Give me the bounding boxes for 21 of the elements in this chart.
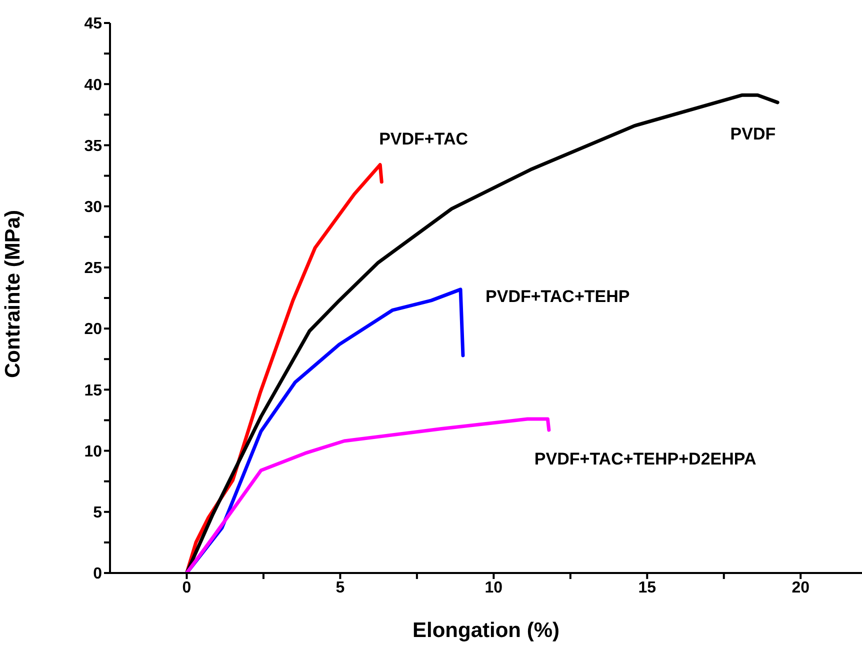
y-tick-label: 20	[84, 321, 102, 338]
x-tick-label: 5	[336, 579, 345, 596]
x-tick-label: 0	[182, 579, 192, 596]
y-tick-label: 0	[93, 566, 102, 583]
y-tick-label: 40	[84, 76, 102, 94]
series-label: PVDF+TAC+TEHP	[486, 286, 630, 306]
series-label: PVDF	[730, 124, 776, 144]
y-axis-title: Contrainte (MPa)	[1, 210, 24, 378]
y-tick-label: 35	[84, 138, 102, 155]
x-tick-label: 10	[484, 579, 503, 596]
y-tick-label: 25	[84, 260, 102, 278]
x-tick-label: 20	[792, 579, 810, 596]
y-tick-label: 45	[84, 16, 102, 33]
x-axis-title: Elongation (%)	[412, 619, 560, 642]
x-tick-label: 15	[638, 579, 656, 596]
y-tick-label: 5	[93, 504, 102, 522]
series-label: PVDF+TAC	[379, 129, 468, 148]
y-tick-label: 30	[84, 199, 102, 216]
y-tick-label: 10	[84, 443, 102, 460]
y-tick-label: 15	[84, 382, 102, 400]
series-label: PVDF+TAC+TEHP+D2EHPA	[534, 449, 756, 468]
